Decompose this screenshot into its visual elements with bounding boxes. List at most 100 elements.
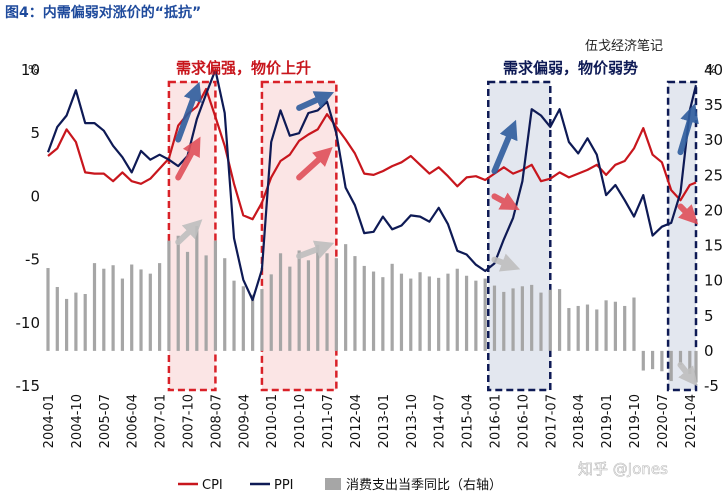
- shaded-period-1: [167, 80, 217, 392]
- left-axis-tick: 5: [30, 124, 40, 142]
- consumption-bar: [455, 268, 459, 351]
- price-lines: [46, 68, 698, 302]
- right-axis-tick: 10: [704, 272, 723, 290]
- right-axis-tick: 35: [704, 96, 723, 114]
- consumption-bar: [464, 275, 469, 351]
- consumption-bar: [641, 350, 645, 371]
- consumption-bar: [251, 294, 255, 351]
- watermark: 知乎 @Jones: [578, 460, 668, 478]
- consumption-bars: [46, 225, 698, 383]
- x-axis-tick: 2006-04: [126, 394, 141, 448]
- shaded-period-4: [666, 80, 698, 392]
- consumption-bar: [334, 258, 338, 351]
- consumption-bar: [390, 263, 394, 351]
- consumption-bar: [539, 292, 543, 351]
- arrow-cpi-up-1: [175, 136, 201, 181]
- consumption-bar: [613, 301, 617, 351]
- x-axis-tick: 2013-01: [377, 394, 392, 448]
- consumption-bar: [260, 289, 264, 351]
- consumption-bar: [74, 292, 78, 351]
- consumption-bar: [241, 286, 245, 351]
- annotation-demand-weak: 需求偏弱，物价弱势: [503, 59, 638, 77]
- consumption-bar: [650, 350, 655, 370]
- consumption-bar: [213, 240, 218, 351]
- consumption-bar: [585, 304, 590, 351]
- consumption-bar: [595, 309, 599, 351]
- trend-arrows: [175, 81, 699, 387]
- consumption-bar: [83, 294, 87, 351]
- x-axis-tick: 2007-01: [154, 394, 169, 448]
- consumption-bar: [167, 240, 171, 351]
- consumption-bar: [446, 273, 450, 351]
- x-axis-tick: 2004-01: [42, 394, 57, 448]
- x-axis-tick: 2018-04: [572, 394, 587, 448]
- consumption-bar: [92, 263, 97, 351]
- x-axis-tick: 2004-10: [70, 394, 85, 448]
- right-axis-tick: 20: [704, 201, 723, 219]
- consumption-bar: [158, 263, 162, 351]
- legend-ppi-label: PPI: [274, 478, 294, 493]
- left-axis-tick: -15: [16, 377, 41, 395]
- consumption-bar: [65, 298, 69, 351]
- right-axis-unit: %: [706, 63, 716, 76]
- legend: CPI PPI 消费支出当季同比（右轴）: [178, 478, 502, 493]
- consumption-bar: [344, 244, 348, 351]
- consumption-bar: [204, 255, 208, 351]
- cpi-line: [47, 87, 697, 221]
- right-axis-tick: 30: [704, 131, 723, 149]
- arrow-ppi-up-4: [677, 103, 699, 156]
- figure-title: 图4：内需偏弱对涨价的“抵抗”: [5, 4, 201, 21]
- arrow-cpi-down-4: [677, 203, 699, 225]
- consumption-bar: [176, 235, 180, 351]
- consumption-bar: [232, 280, 236, 351]
- consumption-bar: [362, 265, 366, 351]
- consumption-bar: [604, 300, 608, 351]
- legend-consumption-swatch: [325, 478, 341, 490]
- x-axis-tick: 2016-01: [488, 394, 503, 448]
- x-axis-tick: 2007-10: [182, 394, 197, 448]
- consumption-bar: [399, 273, 404, 351]
- consumption-bar: [139, 269, 143, 351]
- arrow-consumption-down-4: [677, 361, 698, 387]
- left-axis-tick: 0: [30, 187, 40, 205]
- source-label: 伍戈经济笔记: [585, 38, 663, 54]
- x-axis-tick: 2010-01: [265, 394, 280, 448]
- consumption-bar: [111, 265, 115, 351]
- x-axis-tick: 2008-07: [209, 394, 224, 448]
- x-axis-tick: 2009-04: [237, 394, 252, 448]
- right-axis-tick: 40: [704, 61, 723, 79]
- consumption-bar: [418, 272, 422, 351]
- x-axis-tick: 2013-10: [405, 394, 420, 448]
- right-axis-tick: 15: [704, 237, 723, 255]
- x-axis-tick: 2019-01: [600, 394, 615, 448]
- consumption-bar: [102, 268, 106, 351]
- ppi-line: [46, 68, 698, 302]
- consumption-bar: [371, 271, 376, 351]
- left-axis-tick: -5: [25, 251, 40, 269]
- consumption-bar: [474, 280, 478, 351]
- consumption-bar: [120, 278, 125, 351]
- arrow-consumption-up-2: [296, 240, 335, 260]
- x-axis-tick: 2011-07: [321, 394, 336, 448]
- arrow-cpi-down-3: [491, 192, 520, 211]
- consumption-bar: [660, 350, 664, 372]
- consumption-bar: [502, 291, 506, 351]
- right-axis-tick: 25: [704, 166, 723, 184]
- consumption-bar: [381, 277, 385, 351]
- arrow-ppi-up-3: [491, 119, 518, 175]
- x-axis-tick: 2015-04: [461, 394, 476, 448]
- consumption-bar: [623, 305, 627, 351]
- consumption-bar: [269, 274, 273, 351]
- consumption-bar: [427, 276, 431, 351]
- consumption-bar: [437, 277, 441, 351]
- x-axis-tick: 2005-07: [98, 394, 113, 448]
- arrow-consumption-down-3: [491, 253, 521, 272]
- consumption-bar: [148, 273, 152, 351]
- consumption-bar: [316, 244, 320, 351]
- consumption-bar: [530, 284, 534, 351]
- annotation-demand-strong: 需求偏强，物价上升: [176, 59, 311, 77]
- consumption-bar: [694, 350, 698, 383]
- consumption-bar: [353, 256, 357, 351]
- right-axis-tick: 5: [704, 307, 714, 325]
- left-axis-tick: -10: [16, 314, 41, 332]
